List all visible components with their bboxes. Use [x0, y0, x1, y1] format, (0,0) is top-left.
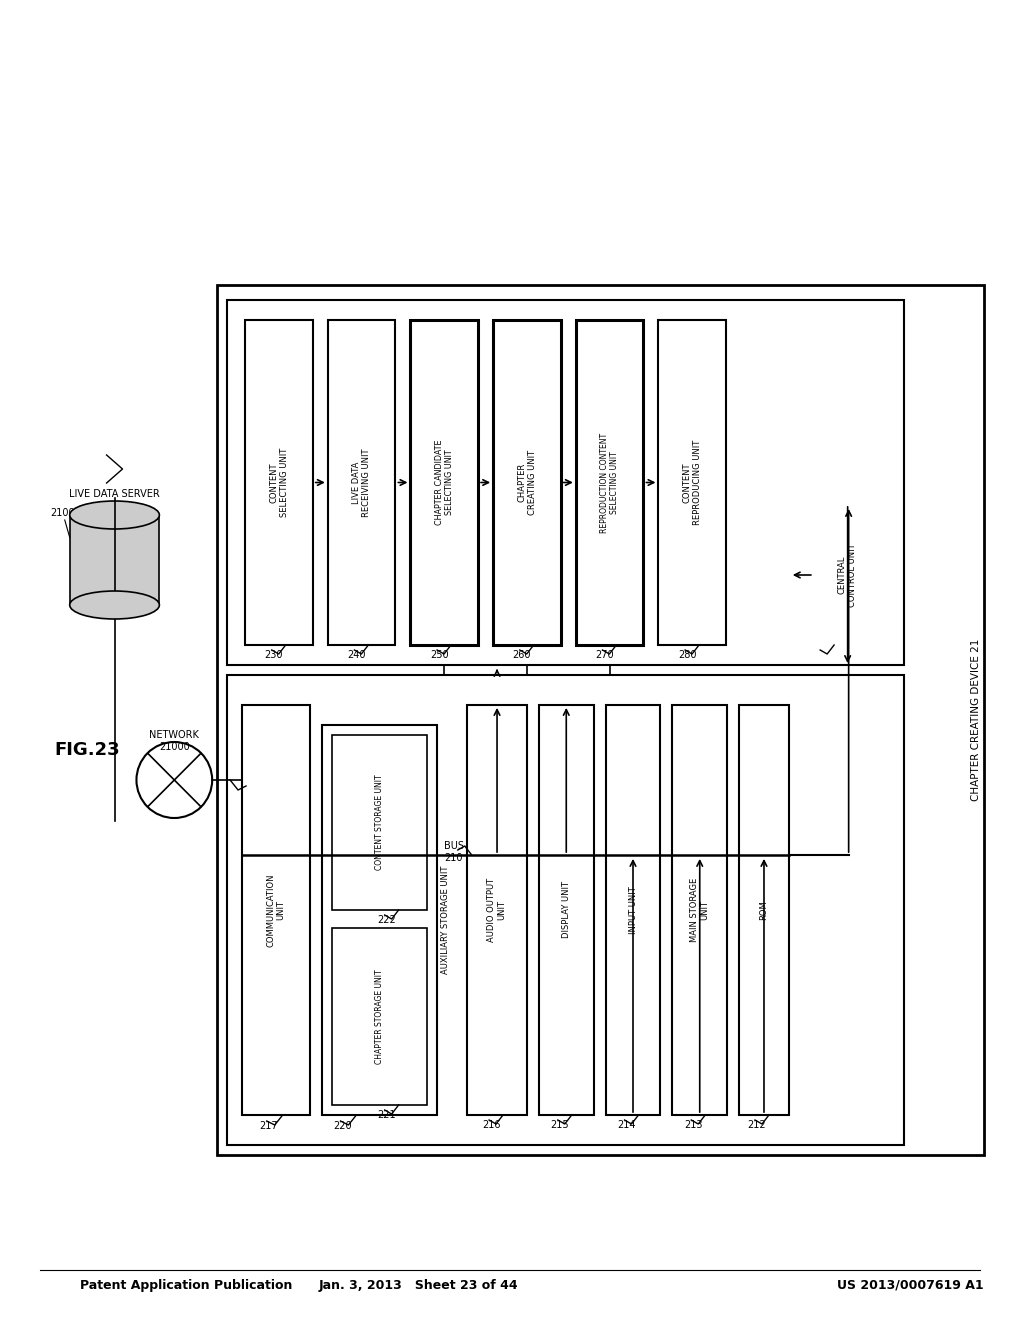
Bar [332, 735, 427, 909]
Bar [411, 319, 478, 645]
Text: CHAPTER CANDIDATE
SELECTING UNIT: CHAPTER CANDIDATE SELECTING UNIT [434, 440, 454, 525]
Text: LIVE DATA SERVER
2100: LIVE DATA SERVER 2100 [70, 488, 160, 511]
Text: INPUT UNIT: INPUT UNIT [629, 886, 638, 933]
Text: 212: 212 [748, 1119, 766, 1130]
Bar [539, 705, 594, 1115]
Text: 213: 213 [684, 1119, 702, 1130]
Text: REPRODUCTION CONTENT
SELECTING UNIT: REPRODUCTION CONTENT SELECTING UNIT [600, 433, 620, 532]
Bar [673, 705, 727, 1115]
Text: 260: 260 [512, 649, 531, 660]
Text: MAIN STORAGE
UNIT: MAIN STORAGE UNIT [690, 878, 710, 942]
Bar [328, 319, 395, 645]
Ellipse shape [70, 591, 160, 619]
Text: AUXILIARY STORAGE UNIT: AUXILIARY STORAGE UNIT [440, 866, 450, 974]
Bar [605, 705, 660, 1115]
Text: Patent Application Publication: Patent Application Publication [80, 1279, 292, 1291]
Text: CENTRAL
CONTROL UNIT: CENTRAL CONTROL UNIT [838, 544, 857, 607]
Text: NETWORK
21000: NETWORK 21000 [150, 730, 200, 751]
Text: 270: 270 [595, 649, 613, 660]
Bar [467, 705, 527, 1115]
Text: 220: 220 [333, 1121, 352, 1131]
Bar [575, 319, 643, 645]
Text: 222: 222 [377, 915, 396, 925]
Text: FIG.23: FIG.23 [54, 741, 121, 759]
Text: DISPLAY UNIT: DISPLAY UNIT [562, 882, 570, 939]
Bar [322, 725, 437, 1115]
Bar [332, 928, 427, 1105]
Text: COMMUNICATION
UNIT: COMMUNICATION UNIT [266, 874, 286, 946]
Ellipse shape [70, 502, 160, 529]
Text: 230: 230 [264, 649, 283, 660]
Text: 280: 280 [678, 649, 696, 660]
Text: 216: 216 [482, 1119, 501, 1130]
Text: CHAPTER
CREATING UNIT: CHAPTER CREATING UNIT [517, 450, 537, 515]
Text: US 2013/0007619 A1: US 2013/0007619 A1 [837, 1279, 983, 1291]
Bar [242, 705, 310, 1115]
Text: CONTENT STORAGE UNIT: CONTENT STORAGE UNIT [375, 775, 384, 870]
Text: Jan. 3, 2013   Sheet 23 of 44: Jan. 3, 2013 Sheet 23 of 44 [318, 1279, 518, 1291]
Text: 217: 217 [259, 1121, 279, 1131]
Text: 221: 221 [378, 1110, 396, 1119]
Bar [814, 506, 882, 645]
Bar [217, 285, 984, 1155]
Bar [227, 675, 904, 1144]
Text: 211: 211 [813, 649, 831, 660]
Bar [227, 300, 904, 665]
Text: ROM: ROM [760, 900, 768, 920]
Bar [658, 319, 726, 645]
Text: 250: 250 [430, 649, 449, 660]
Text: CONTENT
SELECTING UNIT: CONTENT SELECTING UNIT [269, 447, 289, 517]
Text: LIVE DATA
RECEIVING UNIT: LIVE DATA RECEIVING UNIT [352, 449, 372, 516]
Text: CHAPTER STORAGE UNIT: CHAPTER STORAGE UNIT [375, 969, 384, 1064]
Bar [245, 319, 312, 645]
Bar [493, 319, 561, 645]
Bar [70, 515, 160, 605]
Text: AUDIO OUTPUT
UNIT: AUDIO OUTPUT UNIT [487, 878, 507, 942]
Text: BUS
210: BUS 210 [443, 841, 464, 862]
Text: 215: 215 [551, 1119, 569, 1130]
Text: CHAPTER CREATING DEVICE 21: CHAPTER CREATING DEVICE 21 [971, 639, 981, 801]
Text: CONTENT
REPRODUCING UNIT: CONTENT REPRODUCING UNIT [683, 440, 702, 525]
Bar [739, 705, 788, 1115]
Text: 214: 214 [617, 1119, 636, 1130]
Text: 2100: 2100 [50, 508, 75, 517]
Text: 240: 240 [347, 649, 366, 660]
